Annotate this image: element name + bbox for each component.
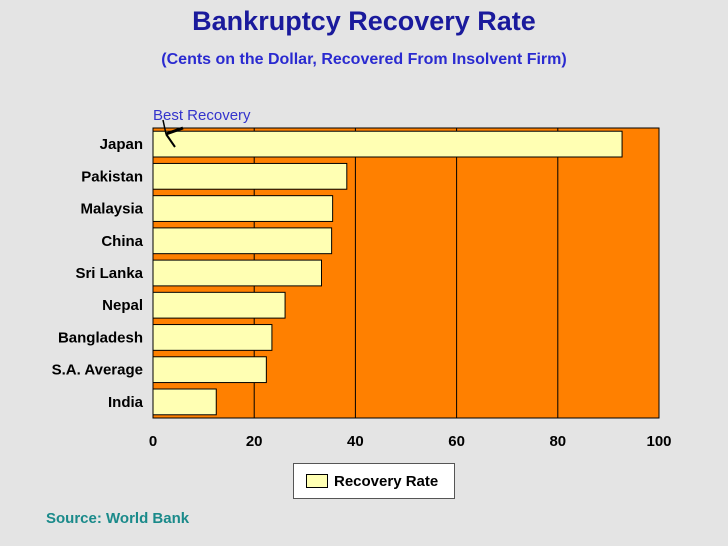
x-tick-label: 100 [646, 433, 671, 450]
category-label: Nepal [102, 297, 143, 314]
best-recovery-annotation: Best Recovery [153, 107, 251, 124]
bar [152, 388, 217, 416]
category-label: S.A. Average [52, 362, 143, 379]
x-tick-label: 40 [347, 433, 364, 450]
legend-label: Recovery Rate [334, 472, 439, 490]
bar [152, 356, 267, 384]
category-label: Malaysia [80, 201, 143, 218]
chart-subtitle: (Cents on the Dollar, Recovered From Ins… [161, 51, 567, 68]
bar [152, 227, 333, 255]
category-label: India [108, 394, 144, 411]
x-tick-label: 0 [149, 433, 157, 450]
bar [152, 130, 623, 158]
category-label: Sri Lanka [75, 265, 143, 282]
x-tick-label: 80 [549, 433, 566, 450]
category-label: Japan [100, 136, 143, 153]
bar [152, 324, 273, 351]
x-tick-label: 60 [448, 433, 465, 450]
bar [152, 259, 322, 287]
bar [152, 195, 334, 222]
category-label: Pakistan [81, 168, 143, 185]
category-label: China [101, 233, 143, 250]
legend-swatch [306, 474, 328, 488]
chart-title: Bankruptcy Recovery Rate [192, 6, 536, 36]
x-tick-label: 20 [246, 433, 263, 450]
bar [152, 162, 348, 190]
category-label: Bangladesh [58, 329, 143, 346]
chart-legend: Recovery Rate [293, 463, 455, 499]
bar [152, 291, 286, 319]
annotation-arrow [162, 119, 184, 148]
source-note: Source: World Bank [46, 510, 190, 527]
